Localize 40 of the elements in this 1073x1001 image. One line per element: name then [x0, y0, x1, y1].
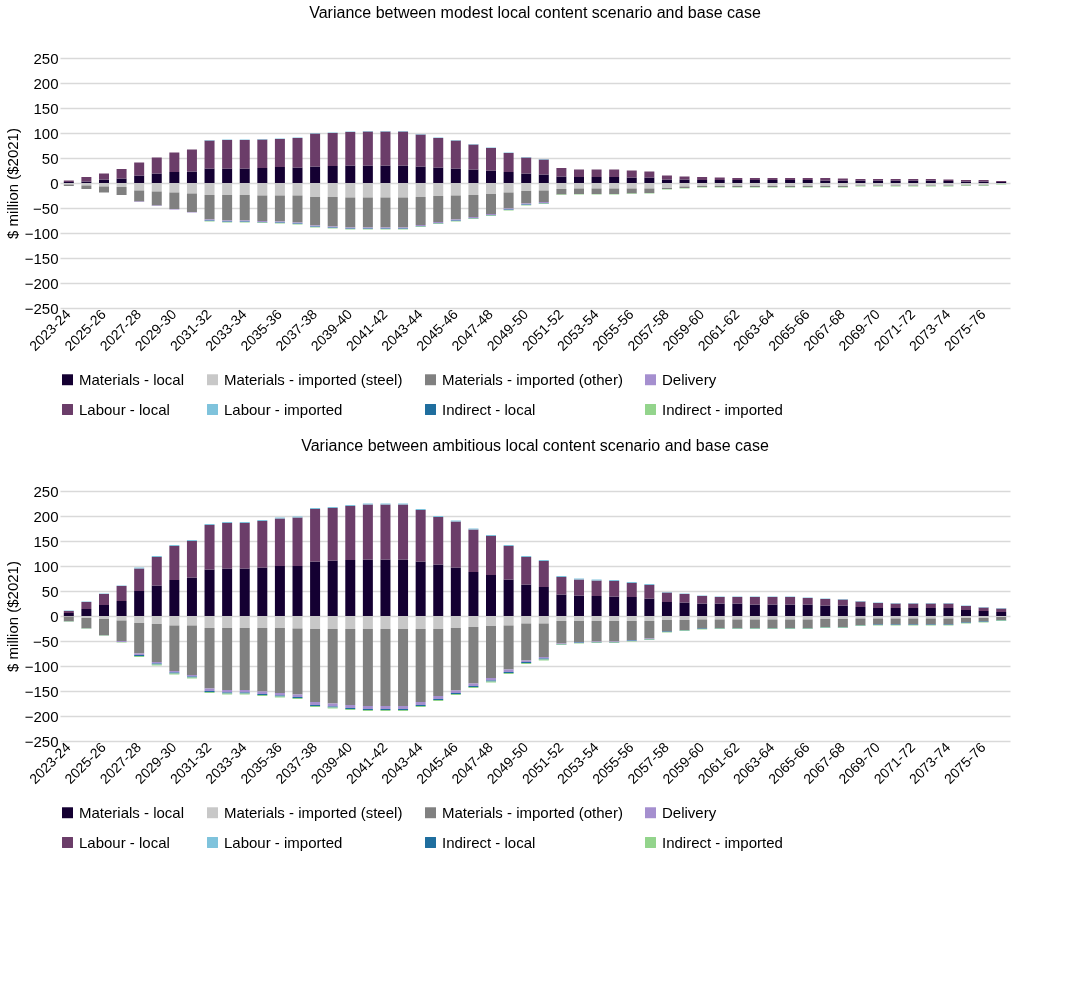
y-tick-label: 0 — [50, 174, 59, 192]
y-tick-label: 150 — [33, 99, 59, 117]
y-tick-label: 150 — [33, 532, 59, 550]
y-axis-title: $ million ($2021) — [3, 128, 21, 239]
y-tick-label: 250 — [33, 482, 59, 500]
legend-label: Delivery — [662, 370, 717, 388]
y-tick-label: −50 — [33, 632, 59, 650]
legend-label: Indirect - local — [442, 400, 536, 418]
y-tick-label: 100 — [33, 124, 59, 142]
legend-label: Materials - local — [79, 370, 185, 388]
y-tick-label: 100 — [33, 557, 59, 575]
y-tick-label: −200 — [24, 707, 59, 725]
legend-label: Delivery — [662, 803, 717, 821]
chart-title: Variance between ambitious local content scenario and base case — [301, 437, 769, 454]
y-tick-label: −100 — [24, 224, 59, 242]
y-tick-label: 200 — [33, 74, 59, 92]
legend-label: Indirect - local — [442, 833, 536, 851]
y-tick-label: 50 — [41, 149, 59, 167]
legend-label: Labour - imported — [224, 400, 343, 418]
legend-label: Labour - local — [79, 400, 170, 418]
y-tick-label: −200 — [24, 274, 59, 292]
y-tick-label: −150 — [24, 682, 59, 700]
legend-label: Labour - imported — [224, 833, 343, 851]
y-axis-title: $ million ($2021) — [3, 561, 21, 672]
y-tick-label: −50 — [33, 199, 59, 217]
y-tick-label: 50 — [41, 582, 59, 600]
legend-label: Indirect - imported — [662, 833, 783, 851]
y-tick-label: 200 — [33, 507, 59, 525]
legend-label: Materials - local — [79, 803, 185, 821]
legend-label: Materials - imported (steel) — [224, 370, 403, 388]
legend-label: Materials - imported (steel) — [224, 803, 403, 821]
legend-label: Indirect - imported — [662, 400, 783, 418]
legend-label: Labour - local — [79, 833, 170, 851]
y-tick-label: −150 — [24, 249, 59, 267]
legend-label: Materials - imported (other) — [442, 803, 623, 821]
y-tick-label: 250 — [33, 49, 59, 67]
y-tick-label: 0 — [50, 607, 59, 625]
legend-label: Materials - imported (other) — [442, 370, 623, 388]
y-tick-label: −100 — [24, 657, 59, 675]
chart-title: Variance between modest local content scenario and base case — [309, 4, 761, 21]
